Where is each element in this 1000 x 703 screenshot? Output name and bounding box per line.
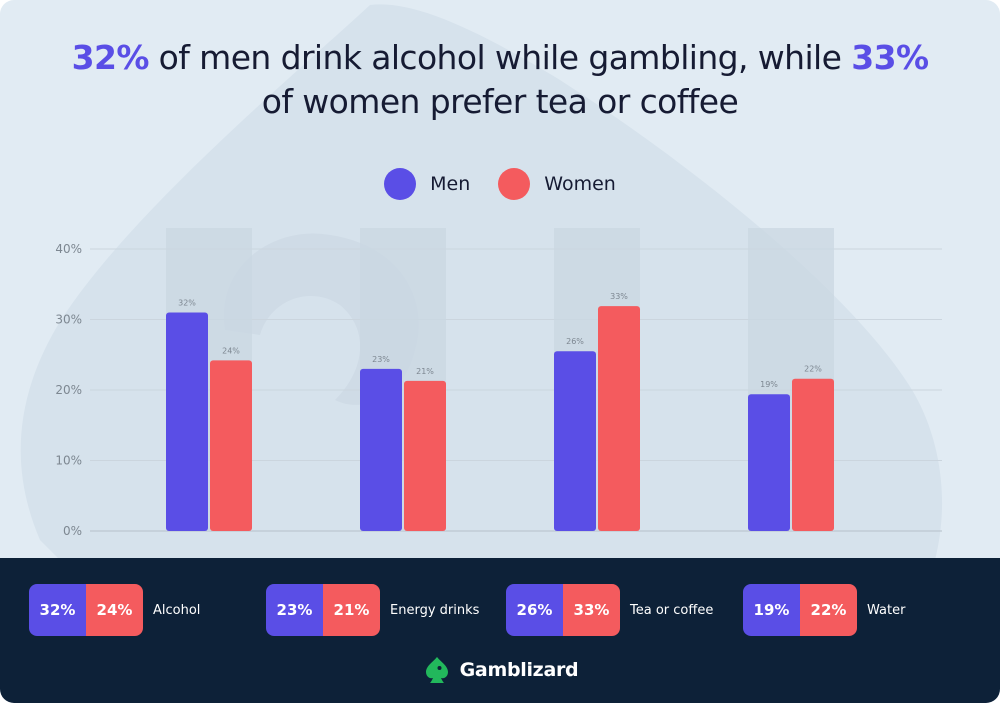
y-tick-label: 0% [63, 524, 82, 538]
y-tick-label: 10% [55, 454, 82, 468]
bar-men [554, 351, 596, 531]
legend-label-women: Women [544, 173, 616, 195]
brand-name: Gamblizard [459, 659, 579, 681]
stat-men-value: 26% [506, 584, 563, 636]
stat-women-value: 24% [86, 584, 143, 636]
bar-women [792, 378, 834, 531]
stat-group-tea-or-coffee: 26% 33% Tea or coffee [506, 584, 713, 636]
legend-swatch-women [498, 168, 531, 200]
bar-men [748, 394, 790, 531]
title-highlight-men: 32% [71, 38, 150, 77]
stat-men-value: 19% [743, 584, 800, 636]
stat-women-value: 33% [563, 584, 620, 636]
y-tick-label: 20% [55, 383, 82, 397]
stat-group-alcohol: 32% 24% Alcohol [29, 584, 200, 636]
title-highlight-women: 33% [851, 38, 929, 77]
legend-label-men: Men [430, 173, 471, 195]
brand-logo: Gamblizard [0, 655, 1000, 685]
bar-chart: 0% 10% 20% 30% 40% 32% 23% 26% 19% 24% 21% 33% 22% [55, 228, 942, 538]
chart-title: 32% of men drink alcohol while gambling,… [60, 36, 940, 124]
data-label: 23% [372, 355, 390, 364]
stat-label: Tea or coffee [630, 602, 714, 618]
bar-women [598, 306, 640, 531]
stat-men-value: 23% [266, 584, 323, 636]
bar-men [166, 312, 208, 531]
stat-women-value: 22% [800, 584, 857, 636]
bar-women [404, 380, 446, 531]
stat-pill: 19% 22% [743, 584, 857, 636]
y-tick-label: 30% [55, 313, 82, 327]
data-label: 33% [610, 292, 628, 301]
title-text-1: of men drink alcohol while gambling, whi… [148, 38, 852, 77]
legend-item-men: Men [384, 168, 470, 200]
bar-men [360, 368, 402, 531]
stat-pill: 23% 21% [266, 584, 380, 636]
data-label: 26% [566, 337, 584, 346]
chart-legend: Men Women [0, 168, 1000, 200]
data-label: 19% [760, 380, 778, 389]
stat-label: Alcohol [153, 602, 201, 618]
bar-women [210, 360, 252, 531]
lizard-spade-icon [425, 657, 448, 683]
summary-footer: 32% 24% Alcohol 23% 21% Energy drinks 26… [0, 558, 1000, 703]
stat-pill: 26% 33% [506, 584, 620, 636]
data-label: 22% [804, 365, 822, 374]
stat-women-value: 21% [323, 584, 380, 636]
y-tick-label: 40% [55, 242, 82, 256]
legend-swatch-men [384, 168, 417, 200]
stat-group-energy-drinks: 23% 21% Energy drinks [266, 584, 479, 636]
data-label: 24% [222, 346, 240, 355]
stat-label: Energy drinks [390, 602, 480, 618]
stat-label: Water [867, 602, 906, 618]
stat-group-water: 19% 22% Water [743, 584, 905, 636]
stat-pill: 32% 24% [29, 584, 143, 636]
data-label: 21% [416, 367, 434, 376]
data-label: 32% [178, 298, 196, 307]
stat-men-value: 32% [29, 584, 86, 636]
legend-item-women: Women [498, 168, 616, 200]
title-text-2: of women prefer tea or coffee [261, 82, 739, 121]
